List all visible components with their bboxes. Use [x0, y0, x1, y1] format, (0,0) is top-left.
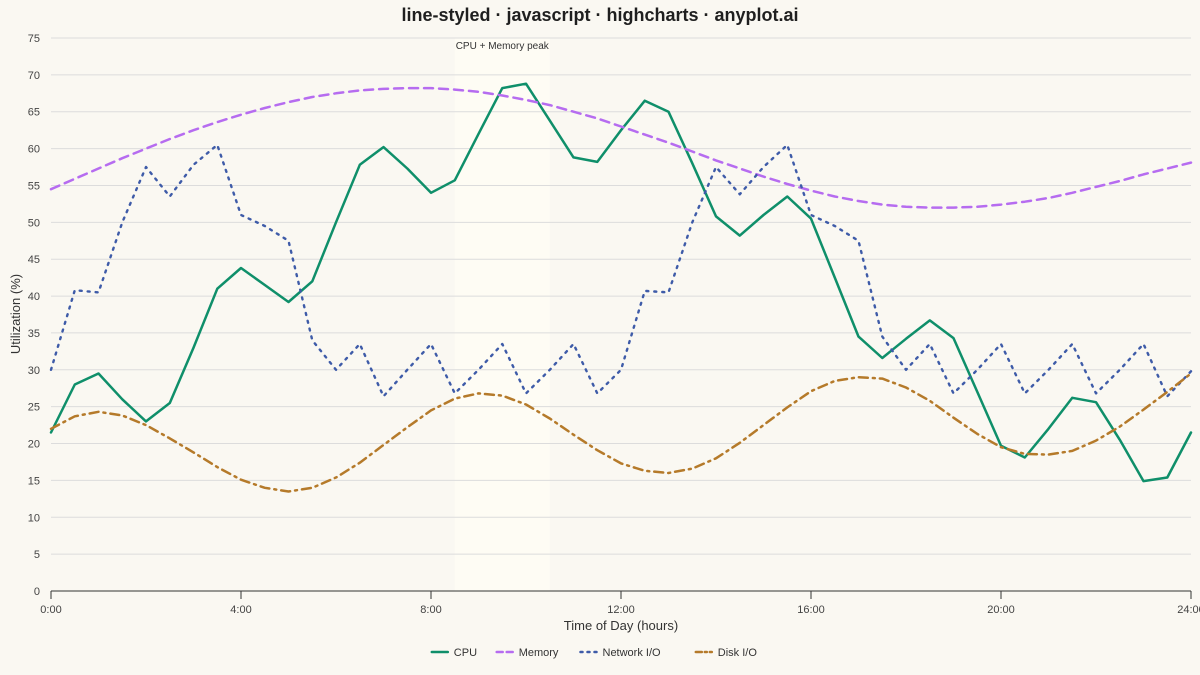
x-axis-title: Time of Day (hours) [564, 618, 678, 633]
y-tick-label: 45 [28, 254, 40, 266]
series-layer [49, 82, 1193, 493]
y-tick-label: 35 [28, 328, 40, 340]
y-tick-label: 25 [28, 402, 40, 414]
grid-layer [51, 37, 1191, 592]
y-tick-label: 50 [28, 217, 40, 229]
y-tick-label: 75 [28, 33, 40, 45]
series-line-disk-i-o [49, 372, 1193, 493]
series-line-memory [49, 86, 1193, 209]
series-line-network-i-o [49, 143, 1193, 398]
legend-item-memory[interactable]: Memory [495, 647, 559, 659]
y-axis-title: Utilization (%) [8, 274, 23, 354]
y-tick-label: 5 [34, 549, 40, 561]
x-tick-label: 4:00 [230, 604, 251, 616]
y-tick-label: 15 [28, 475, 40, 487]
y-tick-label: 60 [28, 144, 40, 156]
plot-band-label: CPU + Memory peak [456, 41, 550, 52]
y-tick-label: 40 [28, 291, 40, 303]
legend-item-disk-i-o[interactable]: Disk I/O [694, 647, 758, 659]
legend-label: Disk I/O [718, 647, 758, 659]
x-tick-label: 20:00 [987, 604, 1015, 616]
y-tick-label: 20 [28, 439, 40, 451]
legend: CPU Memory Network I/O Disk I/O [430, 647, 758, 659]
y-tick-label: 30 [28, 365, 40, 377]
legend-label: CPU [454, 647, 477, 659]
y-tick-label: 65 [28, 107, 40, 119]
axis-layer: 0 5 10 15 20 25 30 35 40 45 50 55 60 65 70 75 0:00 4:00 8:… [28, 33, 1200, 616]
y-tick-label: 55 [28, 180, 40, 192]
x-tick-label: 24:00 [1177, 604, 1200, 616]
plot-band-peak [454, 38, 550, 591]
y-tick-label: 0 [34, 586, 40, 598]
x-tick-label: 12:00 [607, 604, 635, 616]
x-tick-label: 0:00 [40, 604, 61, 616]
y-tick-label: 10 [28, 512, 40, 524]
legend-item-network-i-o[interactable]: Network I/O [579, 647, 662, 659]
x-tick-label: 16:00 [797, 604, 825, 616]
legend-item-cpu[interactable]: CPU [430, 647, 477, 659]
legend-label: Memory [519, 647, 559, 659]
x-tick-label: 8:00 [420, 604, 441, 616]
chart-title: line-styled · javascript · highcharts · … [401, 5, 798, 25]
y-tick-label: 70 [28, 70, 40, 82]
plot-band-layer: CPU + Memory peak [454, 38, 550, 591]
series-line-cpu [49, 82, 1193, 483]
legend-label: Network I/O [603, 647, 662, 659]
